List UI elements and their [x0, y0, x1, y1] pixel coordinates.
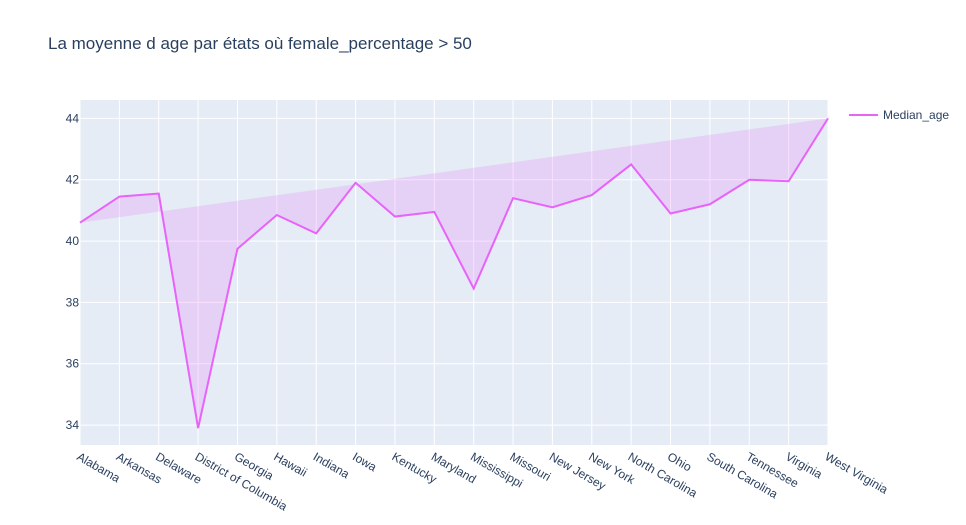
- x-tick-label: Indiana: [311, 449, 352, 481]
- y-tick-label: 40: [66, 234, 80, 248]
- plot-background: [80, 100, 828, 445]
- y-tick-label: 44: [66, 111, 80, 125]
- x-tick-label: Hawaii: [271, 449, 309, 479]
- y-gridlines: [80, 117, 828, 426]
- y-tick-labels: 34 36 38 40 42 44: [66, 111, 80, 432]
- x-tick-label: Alabama: [75, 449, 123, 485]
- chart-title: La moyenne d age par états où female_per…: [48, 34, 472, 53]
- y-tick-label: 42: [66, 173, 80, 187]
- y-tick-label: 36: [66, 357, 80, 371]
- x-tick-label: West Virginia: [823, 449, 891, 496]
- y-tick-label: 34: [66, 418, 80, 432]
- x-tick-label: Iowa: [350, 449, 379, 474]
- series-line-median-age[interactable]: [79, 117, 829, 429]
- legend[interactable]: Median_age: [849, 108, 949, 122]
- y-tick-label: 38: [66, 295, 80, 309]
- series-fill-area: [80, 118, 828, 429]
- legend-label: Median_age: [883, 108, 949, 122]
- x-gridlines: [79, 100, 829, 445]
